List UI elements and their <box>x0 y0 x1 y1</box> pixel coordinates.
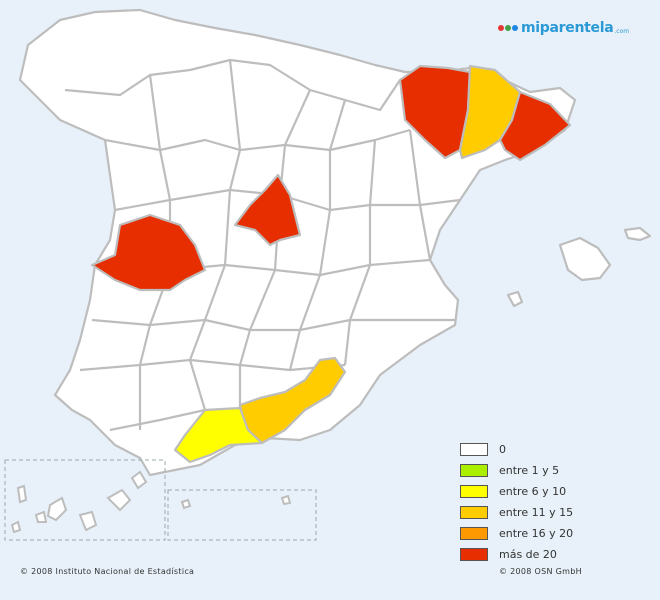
legend-label: más de 20 <box>499 548 557 561</box>
island-menorca <box>623 226 652 242</box>
legend-swatch <box>460 527 488 540</box>
legend-swatch <box>460 464 488 477</box>
legend-item: 0 <box>460 439 573 460</box>
legend-item: entre 1 y 5 <box>460 460 573 481</box>
legend-swatch <box>460 548 488 561</box>
miparentela-logo[interactable]: miparentela .com <box>498 20 629 36</box>
legend-label: entre 16 y 20 <box>499 527 574 540</box>
ceuta-melilla <box>180 494 292 510</box>
province-barcelona <box>498 90 572 162</box>
logo-dot-blue <box>512 25 518 31</box>
legend-item: más de 20 <box>460 544 573 565</box>
logo-dot-green <box>505 25 511 31</box>
legend-label: entre 1 y 5 <box>499 464 560 477</box>
legend-swatch <box>460 443 488 456</box>
island-ibiza <box>506 290 524 308</box>
legend-item: entre 16 y 20 <box>460 523 573 544</box>
province-caceres <box>90 213 207 292</box>
legend-label: entre 6 y 10 <box>499 485 567 498</box>
province-madrid <box>233 173 302 247</box>
legend-label: entre 11 y 15 <box>499 506 574 519</box>
legend-item: entre 11 y 15 <box>460 502 573 523</box>
footer-copyright-osn: © 2008 OSN GmbH <box>499 567 582 576</box>
legend-item: entre 6 y 10 <box>460 481 573 502</box>
logo-text: miparentela <box>521 20 614 36</box>
footer-copyright-ine: © 2008 Instituto Nacional de Estadística <box>20 567 195 576</box>
map-legend: 0 entre 1 y 5 entre 6 y 10 entre 11 y 15… <box>460 439 573 565</box>
legend-label: 0 <box>499 443 506 456</box>
logo-suffix: .com <box>614 27 630 35</box>
canary-islands <box>10 470 148 534</box>
island-mallorca <box>558 236 612 282</box>
logo-dot-red <box>498 25 504 31</box>
province-malaga <box>173 406 264 464</box>
canary-inset-frame <box>4 459 166 541</box>
legend-swatch <box>460 506 488 519</box>
legend-swatch <box>460 485 488 498</box>
province-lleida <box>458 64 522 160</box>
ceuta-melilla-inset-frame <box>167 489 317 541</box>
logo-people-icon <box>498 25 518 31</box>
